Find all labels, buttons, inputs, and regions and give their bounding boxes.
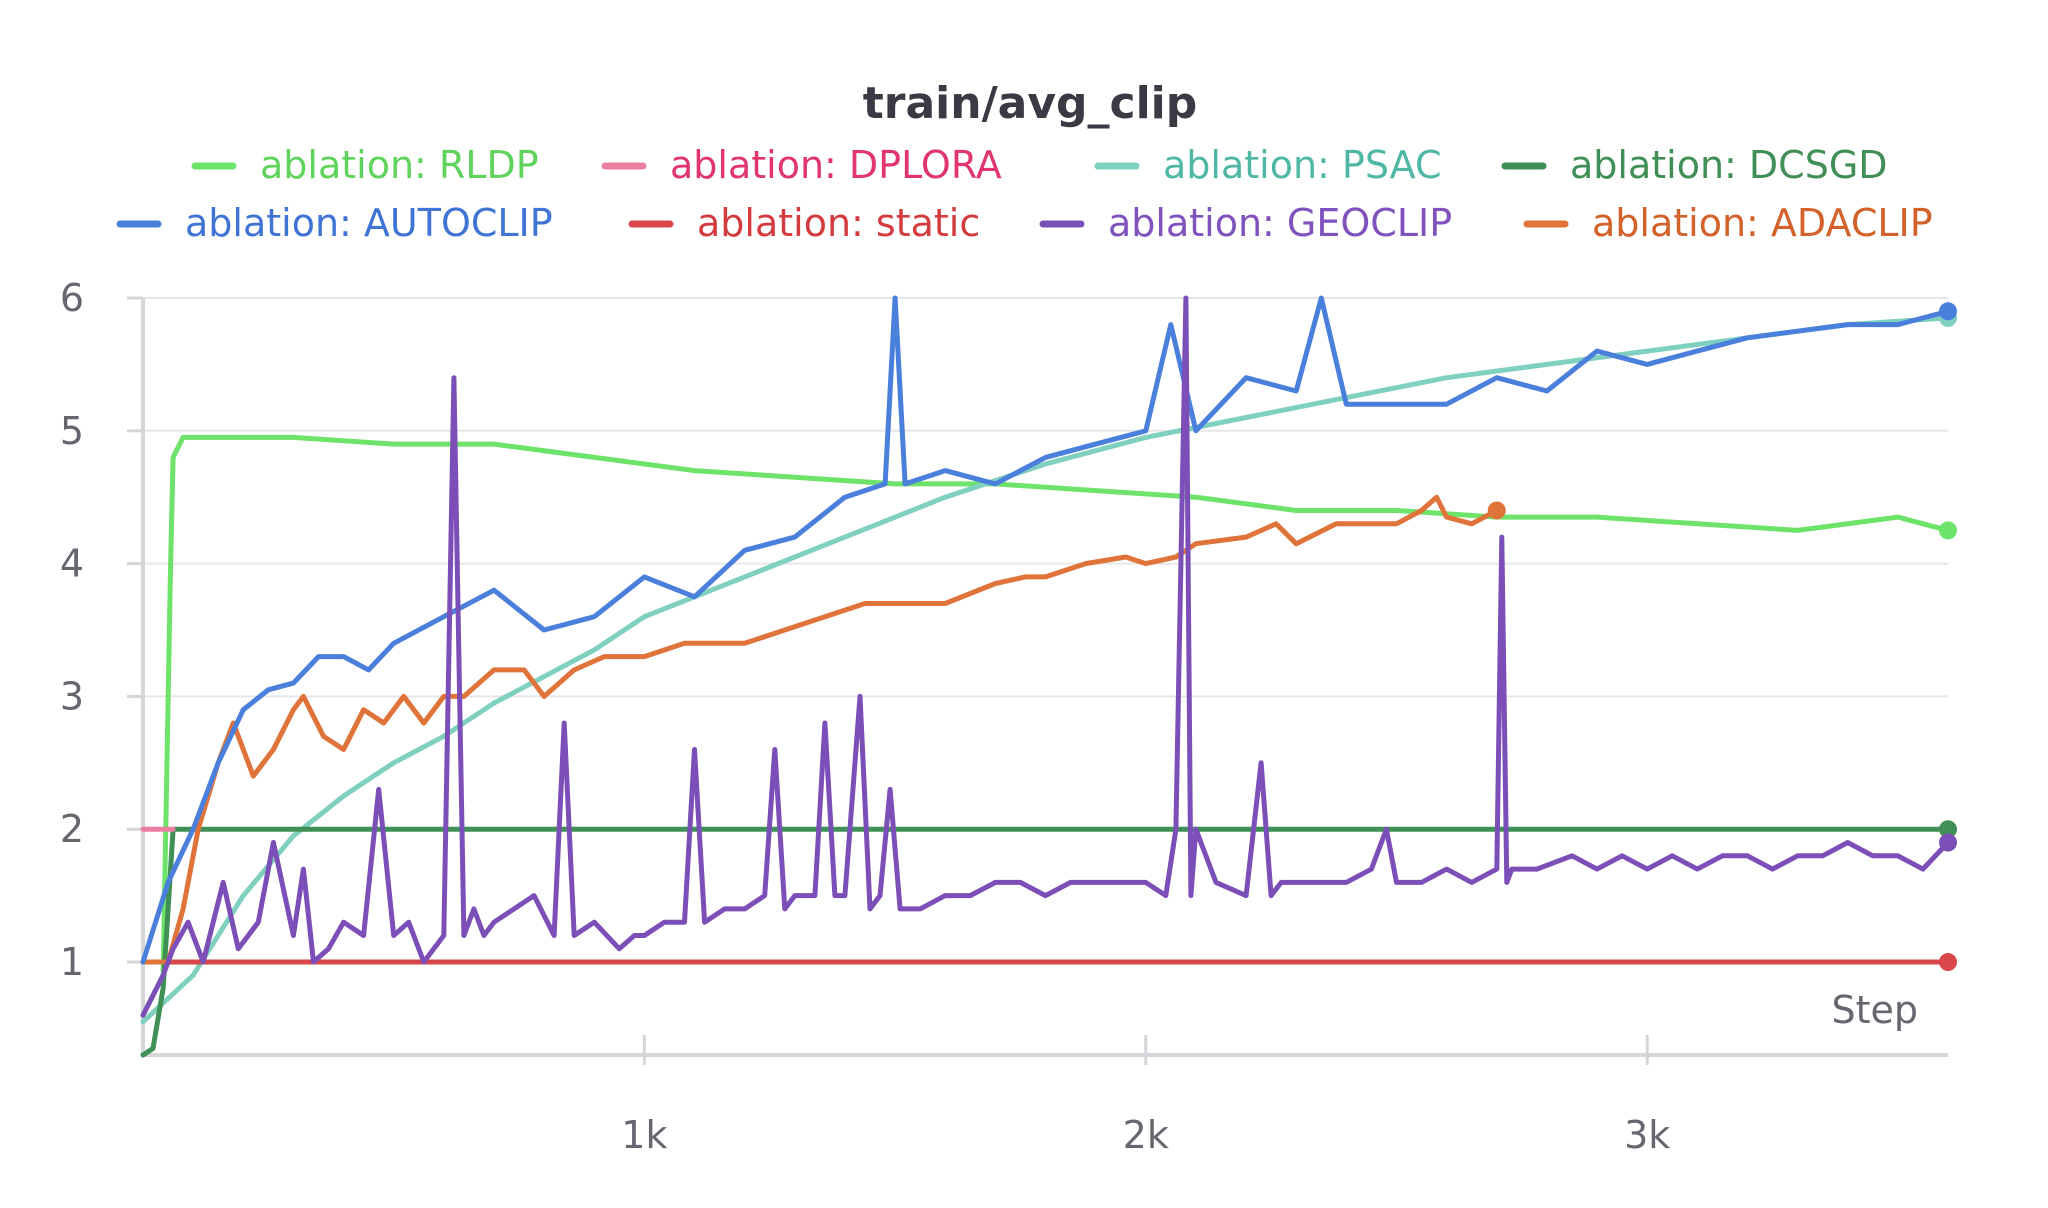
series-layer (140, 295, 1957, 1058)
legend-label: ablation: DPLORA (670, 143, 1002, 187)
series-line-adaclip (140, 494, 1500, 965)
series-line-psac (140, 315, 1951, 1025)
chart-title: train/avg_clip (863, 78, 1198, 129)
legend-item-dplora: ablation: DPLORA (601, 143, 1002, 187)
y-tick-label-1: 1 (60, 940, 84, 984)
legend-item-rldp: ablation: RLDP (191, 143, 539, 187)
y-tick-label-4: 4 (60, 542, 84, 586)
legend: ablation: RLDP ablation: DPLORA ablation: … (116, 143, 1933, 245)
legend-label: ablation: static (697, 201, 980, 245)
y-tick-label-3: 3 (60, 674, 84, 718)
x-axis-label: Step (1831, 988, 1918, 1032)
y-tick-label-2: 2 (60, 807, 84, 851)
x-tick-label-3k: 3k (1624, 1113, 1670, 1157)
series-end-marker-autoclip (1939, 302, 1957, 321)
legend-item-geoclip: ablation: GEOCLIP (1039, 201, 1452, 245)
series-end-marker-adaclip (1487, 501, 1506, 520)
legend-label: ablation: AUTOCLIP (185, 201, 553, 245)
y-tick-label-5: 5 (60, 409, 84, 453)
y-tick-label-6: 6 (60, 276, 84, 320)
x-tick-label-2k: 2k (1123, 1113, 1169, 1157)
legend-item-autoclip: ablation: AUTOCLIP (116, 201, 553, 245)
legend-label: ablation: PSAC (1163, 143, 1442, 187)
series-line-dcsgd (140, 826, 1951, 1058)
legend-item-dcsgd: ablation: DCSGD (1501, 143, 1888, 187)
series-line-rldp (140, 434, 1951, 1018)
series-line-autoclip (140, 295, 1951, 965)
legend-item-psac: ablation: PSAC (1094, 143, 1442, 187)
legend-label: ablation: GEOCLIP (1108, 201, 1452, 245)
series-end-marker-dcsgd (1939, 820, 1957, 839)
legend-item-adaclip: ablation: ADACLIP (1523, 201, 1933, 245)
x-tick-label-1k: 1k (621, 1113, 667, 1157)
legend-item-static: ablation: static (628, 201, 980, 245)
series-end-marker-geoclip (1939, 833, 1957, 852)
legend-label: ablation: RLDP (260, 143, 539, 187)
series-end-marker-static (1939, 953, 1957, 972)
axes: 1 2 3 4 5 6 1k 2k 3k (60, 276, 1948, 1157)
legend-label: ablation: ADACLIP (1592, 201, 1933, 245)
series-line-geoclip (140, 295, 1951, 1018)
series-end-marker-rldp (1939, 521, 1957, 540)
legend-label: ablation: DCSGD (1570, 143, 1888, 187)
